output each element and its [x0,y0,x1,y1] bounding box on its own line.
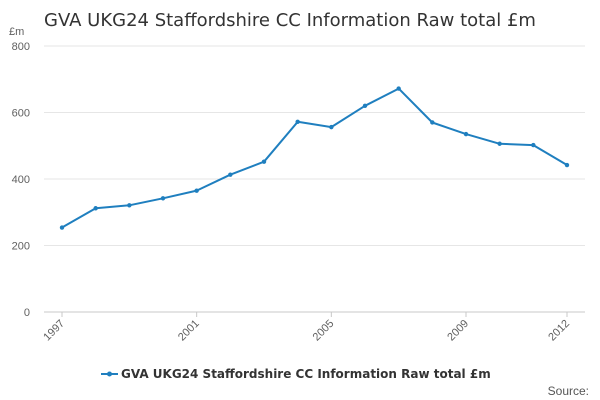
x-tick-label: 1997 [41,318,67,344]
data-point [59,225,65,230]
legend[interactable]: GVA UKG24 Staffordshire CC Information R… [101,367,491,381]
source-label: Source: [548,384,589,398]
y-tick-label: 0 [24,307,30,319]
y-tick-label: 800 [12,41,30,53]
y-tick-label: 400 [12,174,30,186]
legend-point-marker [107,371,112,377]
y-tick-label: 600 [12,108,30,120]
x-tick-label: 2012 [546,318,572,344]
data-point [194,188,199,193]
data-point [127,203,132,208]
data-point [430,120,435,125]
series-line [61,87,568,229]
chart-title: GVA UKG24 Staffordshire CC Information R… [44,10,536,31]
data-point [160,196,166,201]
series-layer [59,86,570,230]
x-axis-ticks: 1997 2001 2005 2009 2012 [41,312,572,343]
data-point [93,206,98,211]
data-point [564,162,570,168]
data-point [362,103,368,109]
data-point [463,131,469,137]
y-axis-ticks: 0 200 400 600 800 [12,41,30,319]
data-point [295,119,300,125]
x-tick-label: 2001 [176,318,202,344]
data-point [228,172,233,177]
grid-lines [44,45,585,313]
y-tick-label: 200 [12,241,30,253]
y-unit-label: £m [9,26,24,38]
x-tick-label: 2009 [445,318,471,344]
data-point [531,142,536,148]
legend-label: GVA UKG24 Staffordshire CC Information R… [121,367,491,381]
data-point [261,159,267,164]
data-point [329,124,334,130]
data-point [396,86,401,91]
x-tick-label: 2005 [311,318,337,344]
data-point [497,141,502,146]
